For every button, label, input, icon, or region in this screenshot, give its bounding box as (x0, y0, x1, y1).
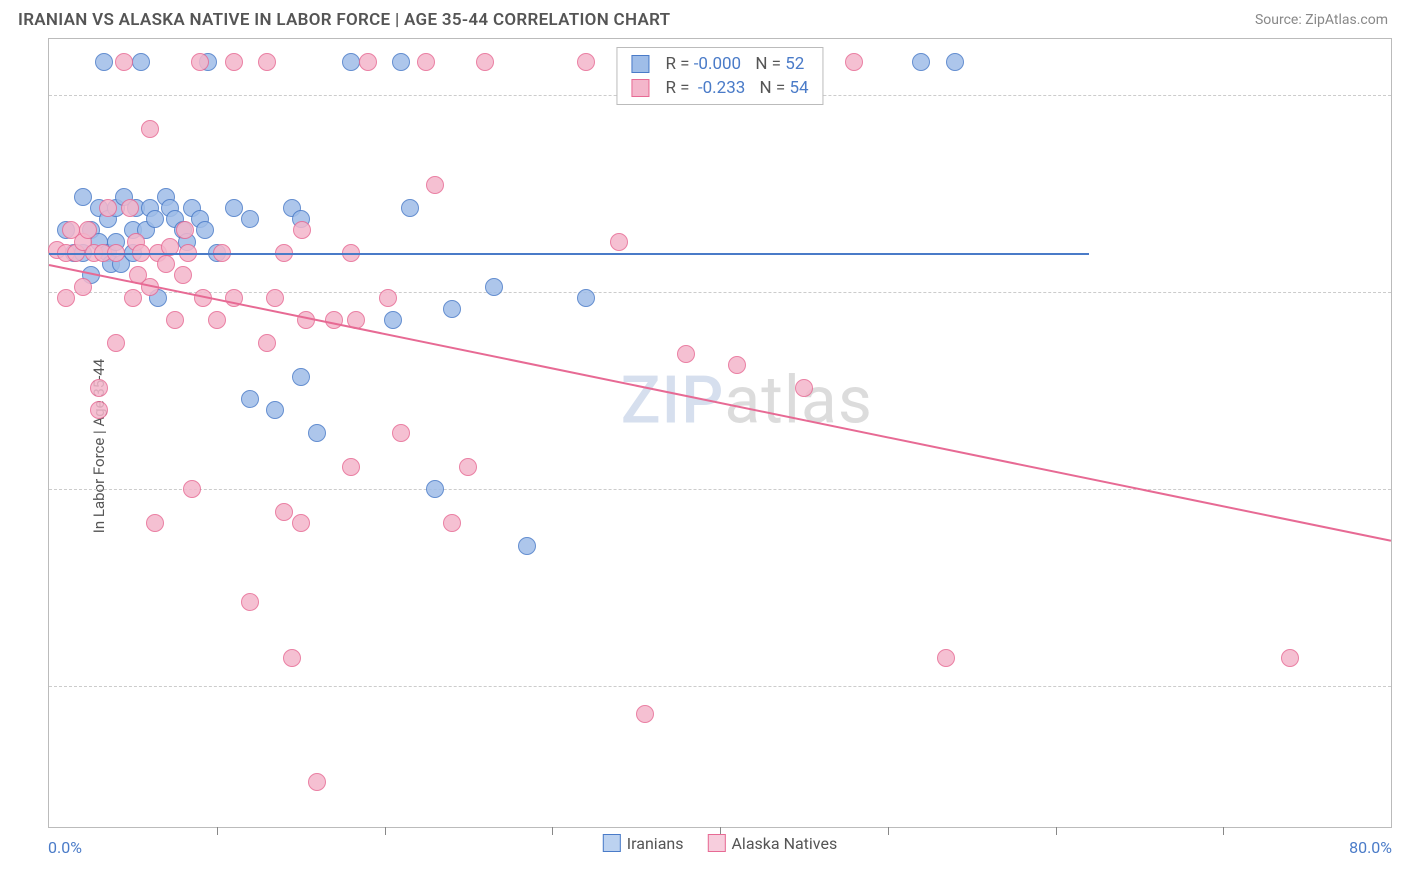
data-point (728, 356, 746, 374)
data-point (191, 53, 209, 71)
source-label: Source: ZipAtlas.com (1255, 12, 1388, 28)
data-point (636, 705, 654, 723)
y-tick-label: 100.0% (1401, 86, 1406, 104)
data-point (426, 480, 444, 498)
r-value-iranians: -0.000 (694, 54, 741, 74)
data-point (946, 53, 964, 71)
x-axis-labels: 0.0% Iranians Alaska Natives 80.0% (48, 828, 1392, 858)
data-point (90, 401, 108, 419)
data-point (459, 458, 477, 476)
data-point (141, 120, 159, 138)
data-point (241, 390, 259, 408)
data-point (384, 311, 402, 329)
data-point (283, 649, 301, 667)
data-point (275, 503, 293, 521)
bottom-legend: Iranians Alaska Natives (603, 834, 837, 853)
data-point (1281, 649, 1299, 667)
data-point (297, 311, 315, 329)
data-point (443, 514, 461, 532)
data-point (518, 537, 536, 555)
x-max-label: 80.0% (1349, 838, 1392, 857)
legend-swatch-icon (603, 834, 621, 852)
data-point (426, 176, 444, 194)
n-value-iranians: 52 (785, 54, 804, 74)
data-point (308, 773, 326, 791)
data-point (485, 278, 503, 296)
data-point (183, 480, 201, 498)
data-point (166, 311, 184, 329)
data-point (132, 53, 150, 71)
data-point (241, 210, 259, 228)
regression-line (49, 253, 1089, 255)
data-point (196, 221, 214, 239)
y-tick-label: 65.0% (1401, 480, 1406, 498)
stats-legend: R = -0.000 N = 52 R = -0.233 N = 54 (616, 47, 823, 105)
data-point (392, 424, 410, 442)
stats-row-iranians: R = -0.000 N = 52 (631, 52, 808, 76)
data-point (443, 300, 461, 318)
legend-swatch-icon (707, 834, 725, 852)
data-point (677, 345, 695, 363)
data-point (225, 53, 243, 71)
data-point (258, 334, 276, 352)
data-point (342, 458, 360, 476)
data-point (124, 289, 142, 307)
chart-title: IRANIAN VS ALASKA NATIVE IN LABOR FORCE … (18, 10, 670, 30)
y-tick-label: 82.5% (1401, 283, 1406, 301)
scatter-plot: ZIPatlas R = -0.000 N = 52 R = -0.233 N … (48, 38, 1392, 828)
data-point (174, 266, 192, 284)
data-point (99, 199, 117, 217)
data-point (845, 53, 863, 71)
legend-item-iranians: Iranians (603, 834, 684, 853)
data-point (121, 199, 139, 217)
data-point (74, 188, 92, 206)
data-point (379, 289, 397, 307)
data-point (795, 379, 813, 397)
n-value-alaska: 54 (789, 78, 808, 98)
data-point (266, 401, 284, 419)
data-point (476, 53, 494, 71)
legend-swatch-alaska (631, 79, 649, 97)
data-point (57, 289, 75, 307)
data-point (74, 278, 92, 296)
data-point (258, 53, 276, 71)
data-point (107, 334, 125, 352)
data-point (912, 53, 930, 71)
stats-row-alaska: R = -0.233 N = 54 (631, 76, 808, 100)
data-point (266, 289, 284, 307)
data-point (292, 514, 310, 532)
y-tick-label: 47.5% (1401, 677, 1406, 695)
data-point (208, 311, 226, 329)
data-point (610, 233, 628, 251)
legend-item-alaska: Alaska Natives (707, 834, 837, 853)
legend-swatch-iranians (631, 55, 649, 73)
data-point (308, 424, 326, 442)
watermark: ZIPatlas (621, 363, 873, 440)
data-point (157, 255, 175, 273)
data-point (392, 53, 410, 71)
gridline-h (49, 489, 1391, 490)
gridline-h (49, 686, 1391, 687)
r-value-alaska: -0.233 (698, 78, 745, 98)
data-point (577, 289, 595, 307)
data-point (90, 379, 108, 397)
data-point (225, 199, 243, 217)
data-point (115, 53, 133, 71)
data-point (241, 593, 259, 611)
data-point (359, 53, 377, 71)
data-point (401, 199, 419, 217)
data-point (146, 210, 164, 228)
data-point (417, 53, 435, 71)
gridline-h (49, 292, 1391, 293)
data-point (176, 221, 194, 239)
data-point (292, 368, 310, 386)
data-point (293, 221, 311, 239)
x-min-label: 0.0% (48, 838, 82, 857)
data-point (79, 221, 97, 239)
data-point (146, 514, 164, 532)
data-point (937, 649, 955, 667)
data-point (342, 53, 360, 71)
data-point (95, 53, 113, 71)
data-point (577, 53, 595, 71)
